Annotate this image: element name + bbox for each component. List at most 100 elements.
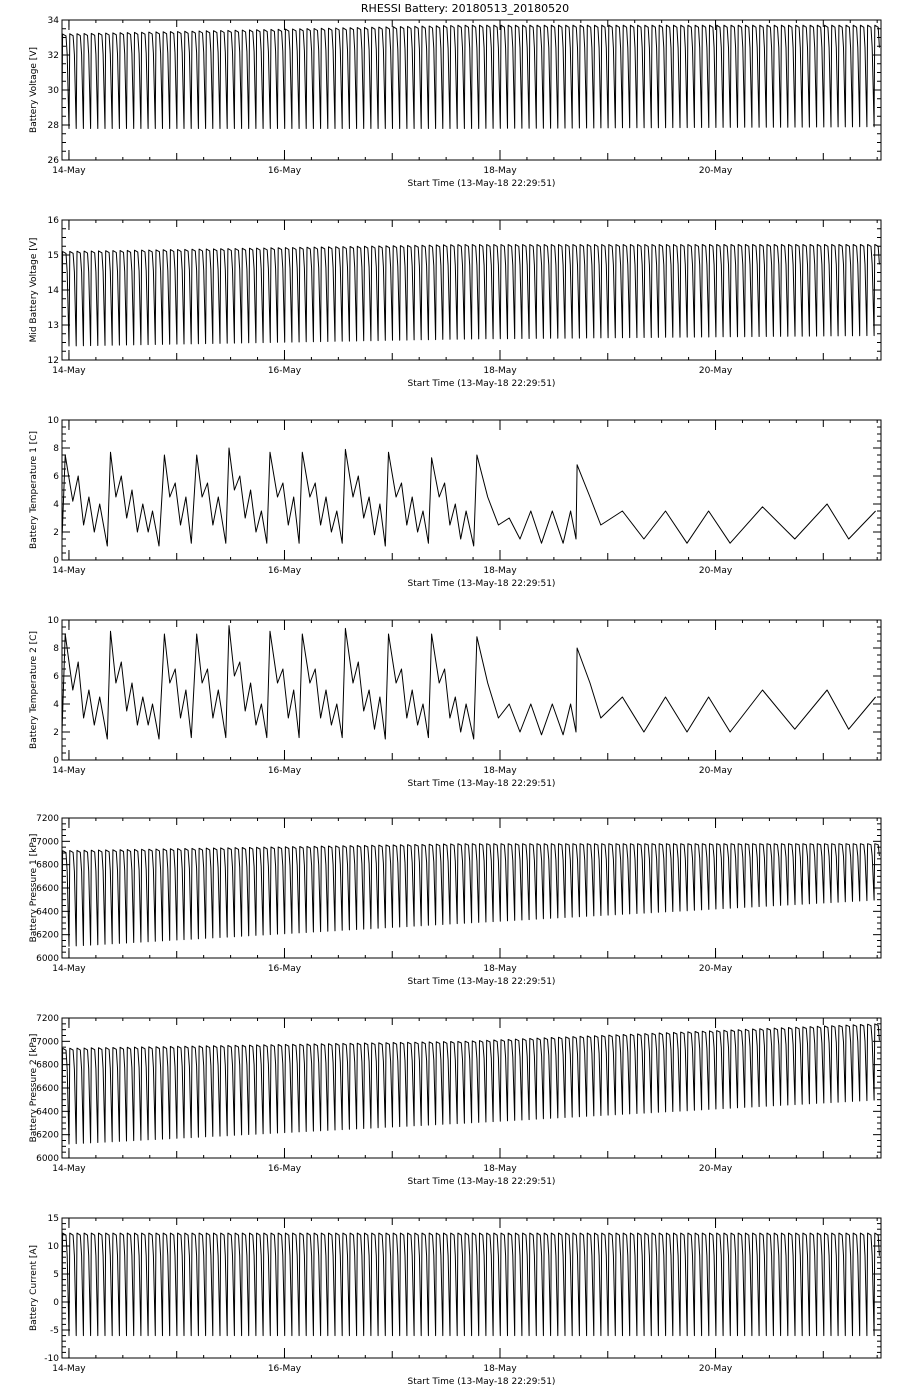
y-axis-label: Battery Temperature 2 [C] — [29, 631, 39, 749]
y-tick-label: 15 — [48, 251, 59, 261]
x-tick-label: 14-May — [52, 964, 86, 974]
plot-frame — [61, 419, 882, 561]
y-tick-label: 6600 — [36, 884, 59, 894]
y-tick-label: 10 — [48, 1242, 60, 1252]
x-tick-label: 16-May — [268, 1364, 302, 1374]
x-tick-label: 18-May — [483, 1364, 517, 1374]
y-tick-label: 6800 — [36, 1061, 59, 1071]
y-tick-label: 6000 — [36, 1154, 59, 1164]
y-tick-label: 6 — [53, 472, 59, 482]
chart-panel-7: -10 -5 0 5 10 15 14-May 16-May 18-May 20-May Start… — [29, 1214, 882, 1387]
y-tick-label: 4 — [53, 500, 59, 510]
x-tick-label: 20-May — [699, 166, 733, 176]
y-tick-label: 5 — [53, 1270, 59, 1280]
series-line-2 — [61, 244, 880, 347]
x-axis-label: Start Time (13-May-18 22:29:51) — [408, 179, 556, 189]
y-tick-label: 34 — [48, 16, 60, 26]
chart-panel-6: 6000 6200 6400 6600 6800 7000 7200 14-May 16-May… — [29, 1014, 882, 1187]
x-tick-label: 20-May — [699, 366, 733, 376]
y-tick-label: 10 — [48, 416, 60, 426]
y-tick-label: 2 — [53, 528, 59, 538]
x-tick-label: 20-May — [699, 1164, 733, 1174]
y-tick-label: 6800 — [36, 861, 59, 871]
y-tick-label: 0 — [53, 556, 59, 566]
y-tick-label: 10 — [48, 616, 60, 626]
x-tick-label: 20-May — [699, 566, 733, 576]
y-axis-label: Battery Pressure 1 [kPa] — [29, 834, 39, 943]
x-tick-label: 14-May — [52, 366, 86, 376]
x-tick-label: 18-May — [483, 166, 517, 176]
x-axis-label: Start Time (13-May-18 22:29:51) — [408, 1377, 556, 1387]
x-tick-label: 14-May — [52, 166, 86, 176]
y-axis-label: Mid Battery Voltage [V] — [29, 238, 39, 343]
x-tick-label: 14-May — [52, 566, 86, 576]
y-tick-label: 0 — [53, 1298, 59, 1308]
y-tick-label: 0 — [53, 756, 59, 766]
y-tick-label: 16 — [48, 216, 60, 226]
y-tick-label: 2 — [53, 728, 59, 738]
chart-panel-2: 12 13 14 15 16 14-May 16-May 18-May 20-May Start … — [29, 216, 882, 389]
y-tick-label: 4 — [53, 700, 59, 710]
y-tick-label: 7000 — [36, 837, 59, 847]
y-tick-label: 8 — [53, 444, 59, 454]
y-tick-label: 6000 — [36, 954, 59, 964]
x-tick-label: 18-May — [483, 566, 517, 576]
y-tick-label: 7200 — [36, 814, 59, 824]
y-tick-label: 6 — [53, 672, 59, 682]
y-tick-label: 7000 — [36, 1037, 59, 1047]
chart-panel-4: 0 2 4 6 8 10 14-May 16-May 18-May 20-May Start Tim… — [29, 616, 882, 789]
y-tick-label: 6200 — [36, 931, 59, 941]
series-line-6 — [61, 1023, 880, 1145]
x-tick-label: 16-May — [268, 766, 302, 776]
x-tick-label: 14-May — [52, 1164, 86, 1174]
series-line-4 — [61, 625, 876, 740]
y-tick-label: 30 — [48, 86, 60, 96]
x-tick-label: 16-May — [268, 566, 302, 576]
y-tick-label: 8 — [53, 644, 59, 654]
y-tick-label: 26 — [48, 156, 60, 166]
x-tick-label: 20-May — [699, 1364, 733, 1374]
series-line-3 — [61, 447, 876, 547]
chart-panel-1: 26 28 30 32 34 14-May 16-May 18-May 20-May Start … — [29, 16, 882, 189]
x-tick-label: 18-May — [483, 366, 517, 376]
x-axis-label: Start Time (13-May-18 22:29:51) — [408, 579, 556, 589]
y-tick-label: -10 — [44, 1354, 59, 1364]
x-axis-label: Start Time (13-May-18 22:29:51) — [408, 1177, 556, 1187]
figure-title: RHESSI Battery: 20180513_20180520 — [361, 2, 569, 15]
y-axis-label: Battery Temperature 1 [C] — [29, 431, 39, 549]
y-tick-label: 15 — [48, 1214, 59, 1224]
y-tick-label: 13 — [48, 321, 59, 331]
y-axis-label: Battery Voltage [V] — [29, 47, 39, 133]
plot-frame — [61, 619, 882, 761]
x-tick-label: 16-May — [268, 366, 302, 376]
y-tick-label: -5 — [50, 1326, 59, 1336]
x-tick-label: 18-May — [483, 1164, 517, 1174]
chart-panel-5: 6000 6200 6400 6600 6800 7000 7200 14-May 16-May… — [29, 814, 882, 987]
x-tick-label: 14-May — [52, 766, 86, 776]
y-tick-label: 12 — [48, 356, 59, 366]
series-line-1 — [61, 24, 880, 129]
x-axis-label: Start Time (13-May-18 22:29:51) — [408, 779, 556, 789]
y-tick-label: 7200 — [36, 1014, 59, 1024]
y-axis-label: Battery Pressure 2 [kPa] — [29, 1034, 39, 1143]
y-tick-label: 32 — [48, 51, 59, 61]
x-tick-label: 14-May — [52, 1364, 86, 1374]
x-tick-label: 20-May — [699, 964, 733, 974]
x-tick-label: 16-May — [268, 1164, 302, 1174]
x-tick-label: 16-May — [268, 964, 302, 974]
x-tick-label: 20-May — [699, 766, 733, 776]
x-axis-label: Start Time (13-May-18 22:29:51) — [408, 379, 556, 389]
chart-panel-3: 0 2 4 6 8 10 14-May 16-May 18-May 20-May Start Tim… — [29, 416, 882, 589]
y-axis-label: Battery Current [A] — [29, 1245, 39, 1331]
y-tick-label: 28 — [48, 121, 60, 131]
x-tick-label: 16-May — [268, 166, 302, 176]
x-tick-label: 18-May — [483, 766, 517, 776]
x-tick-label: 18-May — [483, 964, 517, 974]
y-tick-label: 6400 — [36, 1107, 59, 1117]
series-line-5 — [61, 843, 880, 947]
y-tick-label: 6400 — [36, 907, 59, 917]
y-tick-label: 14 — [48, 286, 60, 296]
x-axis-label: Start Time (13-May-18 22:29:51) — [408, 977, 556, 987]
